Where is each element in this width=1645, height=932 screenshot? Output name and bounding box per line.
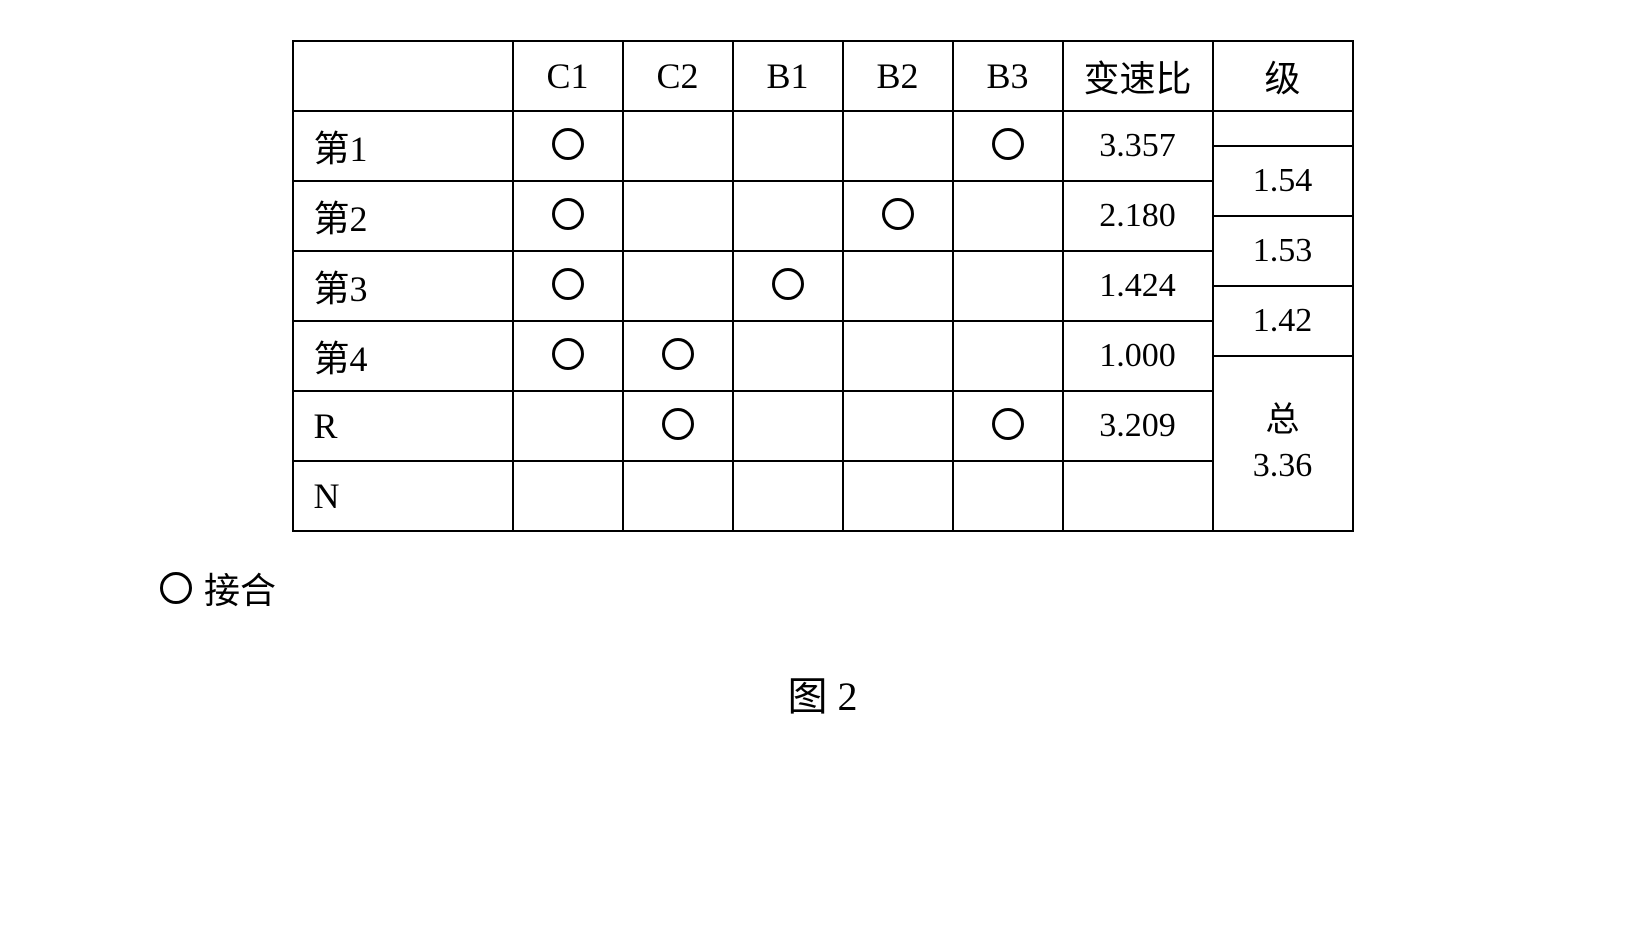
cell-c1 <box>513 391 623 461</box>
total-value: 3.36 <box>1253 447 1313 484</box>
engaged-icon <box>992 128 1024 160</box>
total-cell: 总 3.36 <box>1213 356 1353 531</box>
ratio-cell: 1.000 <box>1063 321 1213 391</box>
header-ratio: 变速比 <box>1063 41 1213 111</box>
engaged-icon <box>882 198 914 230</box>
step-cell: 1.53 <box>1213 216 1353 286</box>
figure-caption: 图 2 <box>788 664 858 722</box>
header-c2: C2 <box>623 41 733 111</box>
step-spacer <box>1213 111 1353 146</box>
engaged-icon <box>552 128 584 160</box>
cell-b3 <box>953 111 1063 181</box>
header-step: 级 <box>1213 41 1353 111</box>
legend-circle-icon <box>160 572 192 604</box>
ratio-cell: 2.180 <box>1063 181 1213 251</box>
cell-c1 <box>513 321 623 391</box>
engaged-icon <box>662 408 694 440</box>
ratio-cell <box>1063 461 1213 531</box>
gear-cell: R <box>293 391 513 461</box>
table-row: 第1 3.357 <box>293 111 1353 146</box>
gear-cell: 第3 <box>293 251 513 321</box>
engaged-icon <box>772 268 804 300</box>
cell-c1 <box>513 181 623 251</box>
gear-cell: 第4 <box>293 321 513 391</box>
cell-b1 <box>733 461 843 531</box>
engaged-icon <box>992 408 1024 440</box>
ratio-cell: 1.424 <box>1063 251 1213 321</box>
header-gear <box>293 41 513 111</box>
cell-b1 <box>733 111 843 181</box>
header-b1: B1 <box>733 41 843 111</box>
cell-b3 <box>953 461 1063 531</box>
cell-c1 <box>513 461 623 531</box>
table-row: 第3 1.424 <box>293 251 1353 286</box>
cell-b2 <box>843 251 953 321</box>
table-row: 第2 2.180 <box>293 181 1353 216</box>
legend-text: 接合 <box>204 562 276 614</box>
ratio-cell: 3.209 <box>1063 391 1213 461</box>
total-label: 总 <box>1266 402 1300 439</box>
cell-b1 <box>733 251 843 321</box>
cell-c1 <box>513 111 623 181</box>
ratio-cell: 3.357 <box>1063 111 1213 181</box>
gear-cell: 第2 <box>293 181 513 251</box>
cell-b2 <box>843 391 953 461</box>
cell-c2 <box>623 111 733 181</box>
table-row: 第4 1.000 <box>293 321 1353 356</box>
cell-c2 <box>623 181 733 251</box>
cell-b2 <box>843 111 953 181</box>
cell-b3 <box>953 321 1063 391</box>
engaged-icon <box>552 268 584 300</box>
cell-b2 <box>843 321 953 391</box>
step-cell: 1.54 <box>1213 146 1353 216</box>
cell-b1 <box>733 321 843 391</box>
gear-cell: N <box>293 461 513 531</box>
cell-b3 <box>953 251 1063 321</box>
header-c1: C1 <box>513 41 623 111</box>
engaged-icon <box>552 338 584 370</box>
cell-b2 <box>843 181 953 251</box>
cell-c2 <box>623 461 733 531</box>
cell-b3 <box>953 391 1063 461</box>
header-b3: B3 <box>953 41 1063 111</box>
cell-b3 <box>953 181 1063 251</box>
cell-b1 <box>733 181 843 251</box>
engaged-icon <box>662 338 694 370</box>
cell-c2 <box>623 321 733 391</box>
engagement-table-container: C1 C2 B1 B2 B3 变速比 级 第1 3.357 1.54 第2 <box>292 40 1354 532</box>
cell-c2 <box>623 391 733 461</box>
cell-b2 <box>843 461 953 531</box>
table-header-row: C1 C2 B1 B2 B3 变速比 级 <box>293 41 1353 111</box>
legend: 接合 <box>160 562 276 614</box>
engaged-icon <box>552 198 584 230</box>
cell-b1 <box>733 391 843 461</box>
step-cell: 1.42 <box>1213 286 1353 356</box>
header-b2: B2 <box>843 41 953 111</box>
engagement-table: C1 C2 B1 B2 B3 变速比 级 第1 3.357 1.54 第2 <box>292 40 1354 532</box>
gear-cell: 第1 <box>293 111 513 181</box>
cell-c2 <box>623 251 733 321</box>
cell-c1 <box>513 251 623 321</box>
